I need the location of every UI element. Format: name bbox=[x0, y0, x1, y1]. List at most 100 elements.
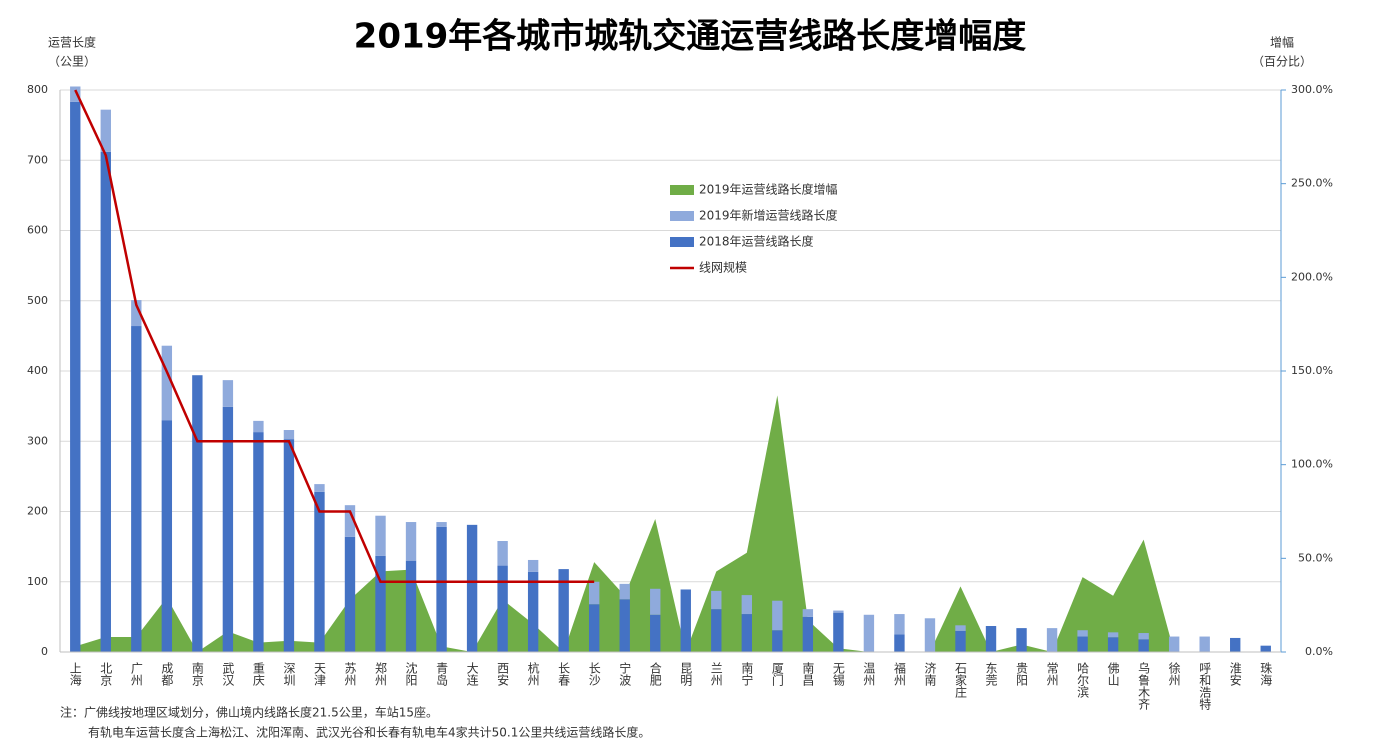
bar bbox=[100, 109, 111, 152]
bar bbox=[527, 571, 539, 652]
bar bbox=[711, 590, 722, 610]
legend-label: 2019年运营线路长度增幅 bbox=[699, 182, 838, 197]
x-tick-label: 郑州 bbox=[374, 661, 388, 686]
bar bbox=[497, 541, 508, 566]
bar bbox=[1107, 637, 1119, 652]
x-tick-label: 昆明 bbox=[679, 662, 693, 687]
x-tick-label: 佛山 bbox=[1106, 662, 1120, 686]
bar bbox=[375, 555, 386, 652]
legend-swatch bbox=[670, 211, 694, 221]
x-tick-label: 贵阳 bbox=[1015, 662, 1029, 686]
chart-title: 2019年各城市城轨交通运营线路长度增幅度 bbox=[354, 17, 1027, 57]
line bbox=[74, 89, 595, 583]
bar bbox=[1046, 628, 1058, 652]
x-tick-label: 哈尔滨 bbox=[1076, 662, 1090, 698]
bar bbox=[1230, 637, 1241, 652]
x-tick-label: 温州 bbox=[862, 662, 876, 686]
x-tick-label: 淮安 bbox=[1228, 662, 1242, 686]
bar bbox=[863, 614, 875, 652]
bar bbox=[131, 326, 142, 652]
y2-tick-label: 300.0% bbox=[1291, 83, 1333, 96]
y2-tick-label: 250.0% bbox=[1291, 177, 1333, 190]
bar bbox=[1077, 630, 1088, 637]
bar bbox=[70, 101, 81, 652]
bar bbox=[772, 630, 783, 652]
bar bbox=[497, 565, 508, 652]
bar bbox=[253, 420, 264, 433]
x-tick-label: 无锡 bbox=[831, 662, 845, 687]
legend-label: 2019年新增运营线路长度 bbox=[699, 208, 838, 223]
bar bbox=[955, 630, 966, 652]
bar bbox=[344, 505, 356, 537]
y-tick-label: 500 bbox=[27, 294, 48, 307]
bar bbox=[222, 406, 234, 652]
bar bbox=[558, 569, 569, 652]
y2-tick-label: 150.0% bbox=[1291, 364, 1333, 377]
x-tick-label: 宁波 bbox=[618, 661, 632, 687]
area bbox=[75, 395, 1266, 652]
bar bbox=[1138, 633, 1149, 640]
bar bbox=[466, 524, 478, 652]
x-tick-label: 重庆 bbox=[251, 662, 265, 686]
bar bbox=[772, 600, 783, 631]
bar bbox=[1168, 636, 1180, 652]
bar bbox=[833, 612, 844, 652]
x-tick-label: 长沙 bbox=[587, 662, 601, 686]
x-tick-label: 长春 bbox=[557, 662, 571, 687]
x-tick-label: 呼和浩特 bbox=[1198, 662, 1212, 710]
bar bbox=[436, 522, 447, 527]
bar bbox=[100, 151, 111, 652]
bar bbox=[619, 599, 630, 652]
bar bbox=[314, 484, 325, 492]
note: 有轨电车运营长度含上海松江、沈阳浑南、武汉光谷和长春有轨电车4家共计50.1公里… bbox=[88, 725, 650, 740]
y-tick-label: 300 bbox=[27, 434, 48, 447]
bar bbox=[436, 526, 447, 652]
bar bbox=[833, 610, 844, 613]
x-tick-label: 石家庄 bbox=[953, 662, 967, 699]
y-axis-title: 运营长度 bbox=[48, 35, 96, 50]
x-tick-label: 厦门 bbox=[770, 662, 784, 686]
x-tick-label: 天津 bbox=[312, 662, 326, 686]
y2-axis-title: （百分比） bbox=[1252, 55, 1312, 69]
bar bbox=[70, 86, 81, 102]
x-tick-label: 上海 bbox=[68, 662, 82, 686]
bar bbox=[894, 634, 905, 652]
y2-tick-label: 50.0% bbox=[1298, 551, 1333, 564]
y-axis-title: （公里） bbox=[48, 55, 96, 69]
x-tick-label: 济南 bbox=[923, 661, 937, 686]
bar bbox=[588, 581, 600, 605]
x-tick-label: 南宁 bbox=[740, 661, 754, 686]
x-tick-label: 广州 bbox=[129, 662, 143, 686]
x-tick-label: 北京 bbox=[99, 662, 113, 687]
bar bbox=[924, 618, 936, 652]
x-tick-label: 南京 bbox=[190, 661, 204, 687]
bar bbox=[650, 588, 661, 615]
x-tick-label: 西安 bbox=[496, 662, 510, 686]
y-tick-label: 100 bbox=[27, 575, 48, 588]
bar bbox=[650, 614, 661, 652]
bar bbox=[131, 300, 142, 327]
x-tick-label: 兰州 bbox=[709, 662, 723, 686]
bar bbox=[344, 536, 356, 652]
bar bbox=[1016, 628, 1027, 652]
bar bbox=[802, 616, 814, 652]
bar bbox=[1260, 645, 1271, 652]
bar bbox=[283, 430, 295, 440]
x-tick-label: 福州 bbox=[892, 661, 906, 686]
y-tick-label: 700 bbox=[27, 153, 48, 166]
x-tick-label: 大连 bbox=[465, 662, 479, 687]
legend-label: 线网规模 bbox=[699, 260, 747, 275]
bar bbox=[955, 625, 966, 631]
bar bbox=[1077, 636, 1088, 652]
bar bbox=[253, 432, 264, 652]
bar bbox=[802, 609, 814, 617]
y2-tick-label: 200.0% bbox=[1291, 270, 1333, 283]
bar bbox=[405, 560, 417, 652]
bar bbox=[1138, 639, 1149, 652]
x-tick-label: 青岛 bbox=[435, 662, 449, 687]
y-tick-label: 0 bbox=[41, 645, 48, 658]
x-tick-label: 南昌 bbox=[801, 661, 815, 686]
x-tick-label: 徐州 bbox=[1167, 661, 1181, 686]
bar bbox=[711, 609, 722, 652]
